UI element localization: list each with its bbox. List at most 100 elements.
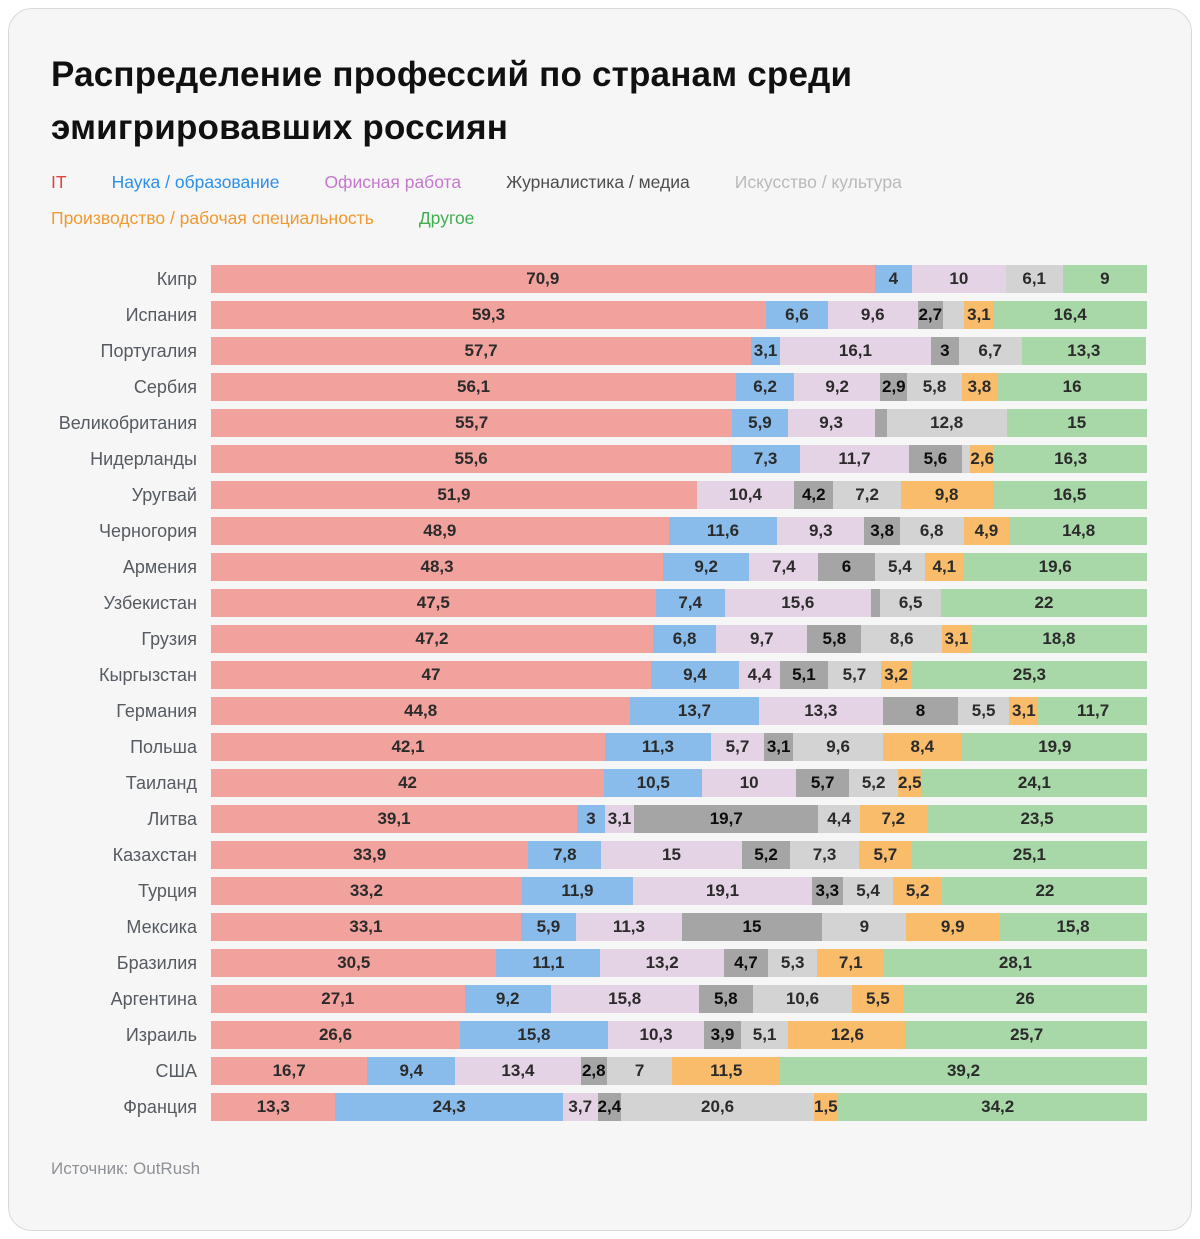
segment-value: 6,6	[785, 305, 809, 324]
bar-segment-science: 3,1	[751, 337, 781, 365]
bar-segment-other: 19,9	[961, 733, 1147, 761]
bar-segment-other: 16,4	[993, 301, 1147, 329]
bar-segment-other: 34,2	[837, 1093, 1147, 1121]
bar-segment-journalism: 2,9	[880, 373, 908, 401]
bar-segment-manufacturing: 3,1	[964, 301, 994, 329]
segment-value: 16,4	[1053, 305, 1087, 324]
bar-segment-art	[961, 445, 971, 473]
segment-value: 3	[586, 809, 596, 828]
bar-segment-office: 9,6	[827, 301, 918, 329]
segment-value: 55,7	[455, 413, 489, 432]
bar-segment-it: 16,7	[211, 1057, 368, 1085]
segment-value: 10	[949, 269, 969, 288]
bar-segment-other: 39,2	[780, 1057, 1147, 1085]
segment-value: 70,9	[526, 269, 560, 288]
bar-segment-science: 7,3	[731, 445, 800, 473]
segment-value: 3	[940, 341, 950, 360]
segment-value: 15	[662, 845, 681, 864]
segment-value: 4,9	[974, 521, 999, 540]
segment-value: 11,7	[838, 449, 871, 468]
bar-segment-office: 19,1	[633, 877, 812, 905]
segment-value: 5,5	[971, 701, 996, 720]
bar-segment-other: 18,8	[970, 625, 1147, 653]
country-label: Португалия	[100, 341, 198, 361]
segment-value: 7,2	[855, 485, 879, 504]
segment-value: 9,2	[694, 557, 718, 576]
bar-segment-science: 11,9	[521, 877, 634, 905]
country-label: Грузия	[141, 629, 197, 649]
segment-value: 5,8	[713, 989, 738, 1008]
bar-track: 47 9,4 4,4 5,1 5,7 3,2 25,3	[211, 661, 1147, 689]
bar-segment-office: 10,3	[607, 1021, 705, 1049]
bar-track: 55,7 5,9 9,3 12,8 15	[211, 409, 1147, 437]
bar-segment-office: 9,7	[716, 625, 808, 653]
segment-value: 28,1	[998, 953, 1032, 972]
segment-value: 15,8	[608, 989, 642, 1008]
bar-track: 47,2 6,8 9,7 5,8 8,6 3,1 18,8	[211, 625, 1147, 653]
bar-segment-art	[942, 301, 965, 329]
country-label: Уругвай	[131, 485, 197, 505]
bar-segment-other: 15,8	[999, 913, 1147, 941]
bar-segment-art: 5,8	[907, 373, 962, 401]
segment-value: 3,1	[944, 629, 969, 648]
segment-value: 5,7	[873, 845, 898, 864]
legend-item-journalism: Журналистика / медиа	[506, 172, 690, 192]
bar-track: 51,9 10,4 4,2 7,2 9,8 16,5	[211, 481, 1147, 509]
bar-segment-science: 5,9	[732, 409, 788, 437]
segment-value: 15,8	[517, 1025, 551, 1044]
chart-row: Аргентина 27,1 9,2 15,8 5,8 10,6 5,5 26	[51, 985, 1147, 1013]
bar-segment-office: 3,7	[562, 1093, 598, 1121]
bar-segment-office: 13,3	[758, 697, 884, 725]
bar-segment-it: 70,9	[211, 265, 875, 293]
bar-segment-office: 3,1	[605, 805, 635, 833]
segment-value: 5,9	[536, 917, 561, 936]
country-label: Турция	[138, 881, 197, 901]
bar-segment-other: 15	[1006, 409, 1147, 437]
segment-value: 6,2	[753, 377, 777, 396]
bar-segment-art: 5,4	[842, 877, 894, 905]
segment-value: 11,6	[706, 521, 740, 540]
bar-segment-art: 5,5	[957, 697, 1010, 725]
segment-value: 15,8	[1056, 917, 1090, 936]
bar-segment-office: 9,3	[787, 409, 875, 437]
segment-value: 30,5	[337, 953, 371, 972]
segment-value: 8,6	[889, 629, 914, 648]
bar-segment-journalism	[870, 589, 881, 617]
bar-segment-office: 4,4	[738, 661, 781, 689]
bar-segment-other: 25,1	[912, 841, 1147, 869]
bar-segment-journalism: 5,8	[698, 985, 753, 1013]
bar-segment-art: 5,4	[874, 553, 926, 581]
bar-segment-journalism: 3,8	[864, 517, 900, 545]
segment-value: 42	[398, 773, 418, 792]
segment-value: 7,4	[678, 593, 703, 612]
segment-value: 3,9	[710, 1025, 735, 1044]
legend-item-other: Другое	[418, 208, 475, 228]
segment-value: 3,2	[884, 665, 908, 684]
country-label: Кыргызстан	[99, 665, 197, 685]
chart-row: США 16,7 9,4 13,4 2,8 7 11,5 39,2	[51, 1057, 1147, 1085]
segment-value: 5,4	[888, 557, 912, 576]
country-label: Нидерланды	[90, 449, 197, 469]
segment-value: 15,6	[781, 593, 815, 612]
segment-value: 16,3	[1054, 449, 1088, 468]
chart-row: Грузия 47,2 6,8 9,7 5,8 8,6 3,1 18,8	[51, 625, 1147, 653]
bar-segment-art: 7,2	[833, 481, 901, 509]
bar-segment-science: 5,9	[520, 913, 577, 941]
bar-segment-it: 33,1	[211, 913, 521, 941]
bar-segment-science: 6,8	[652, 625, 717, 653]
segment-value: 9,6	[860, 305, 885, 324]
bar-segment-art: 10,6	[752, 985, 853, 1013]
segment-value: 33,9	[353, 845, 387, 864]
infographic-card: Распределение профессий по странам среди…	[8, 8, 1192, 1231]
segment-value: 5,6	[923, 449, 948, 468]
segment-value: 5,2	[905, 881, 930, 900]
segment-value: 13,4	[501, 1061, 535, 1080]
segment-value: 19,1	[705, 881, 740, 900]
bar-segment-other: 26	[903, 985, 1147, 1013]
bar-segment-manufacturing: 1,5	[814, 1093, 838, 1121]
bar-segment-it: 47,5	[211, 589, 656, 617]
bar-segment-manufacturing: 3,1	[941, 625, 971, 653]
segment-value: 10,6	[785, 989, 820, 1008]
segment-value: 11,7	[1077, 701, 1110, 720]
segment-value: 16,5	[1053, 485, 1087, 504]
